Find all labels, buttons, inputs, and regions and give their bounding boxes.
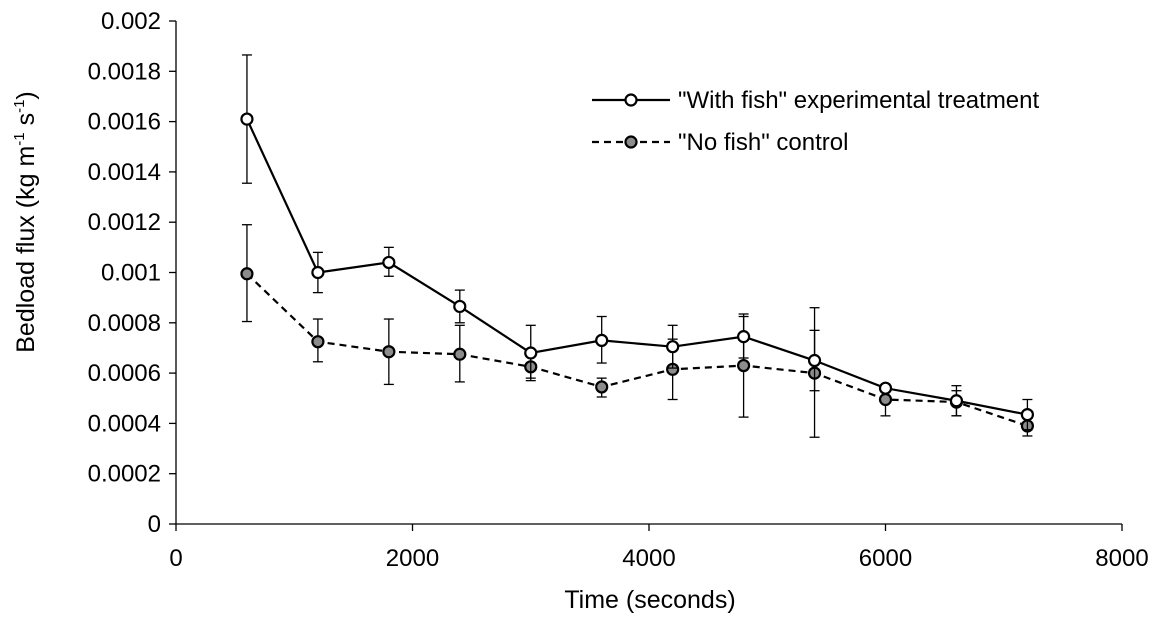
y-axis-title: Bedload flux (kg m-1 s-1) [11,91,40,353]
y-axis-title-superscript-1: -1 [11,132,28,145]
data-point [453,299,467,314]
data-point [240,112,254,126]
data-point [666,340,680,354]
y-tick-label: 0.0016 [88,109,161,136]
y-tick-label: 0.0018 [88,58,161,85]
y-tick-label: 0 [148,511,161,538]
series-line [246,272,1028,427]
x-tick-label: 8000 [1095,545,1148,572]
data-point [878,381,893,395]
legend-label-1: "No fish" control [678,129,848,156]
plot-area [240,54,1035,438]
y-tick-label: 0.0004 [88,410,161,437]
x-tick-label: 2000 [386,545,439,572]
y-axis-title-mid: s [12,113,40,132]
data-point [878,392,893,407]
data-point [949,394,964,408]
y-axis-title-end: ) [12,91,40,99]
data-point [311,335,325,349]
x-tick-label: 4000 [622,545,675,572]
x-tick-label: 6000 [859,545,912,572]
y-tick-label: 0.0006 [88,360,161,387]
y-tick-label: 0.0008 [88,310,161,337]
y-axis-title-superscript-2: -1 [11,100,28,113]
legend-marker-1 [624,135,638,149]
data-point [595,333,609,348]
data-point [595,380,609,394]
data-point [453,347,467,361]
data-point [240,267,254,281]
x-tick-label: 0 [169,545,182,572]
legend-marker-0 [624,93,638,107]
x-axis-ticks: 0 2000 4000 6000 8000 [169,524,1149,572]
x-axis-title: Time (seconds) [564,586,735,614]
data-point [807,353,822,368]
y-tick-label: 0.0012 [88,209,161,236]
y-axis-ticks: 0 0.0002 0.0004 0.0006 0.0008 0.001 0.0012 0.00… [88,8,176,538]
data-point [311,265,325,280]
series-1 [240,224,1035,438]
legend: "With fish" experimental treatment "No fi… [592,87,1040,156]
series-line [245,118,1028,416]
data-point [736,330,751,344]
y-tick-label: 0.001 [101,260,161,287]
data-point [382,255,396,270]
data-point [382,345,396,359]
data-point [736,358,751,373]
legend-label-0: "With fish" experimental treatment [678,87,1040,114]
data-point [524,346,538,360]
y-tick-label: 0.002 [101,8,161,35]
y-tick-label: 0.0014 [88,159,161,186]
y-tick-label: 0.0002 [88,461,161,488]
data-point [1020,407,1035,422]
y-axis-title-main: Bedload flux (kg m [12,146,40,353]
series-0 [240,54,1035,431]
